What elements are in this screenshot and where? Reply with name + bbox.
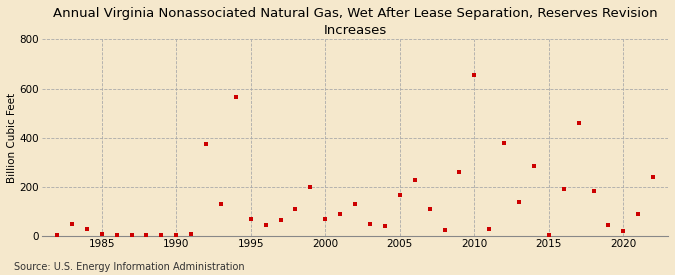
Point bbox=[275, 218, 286, 222]
Point bbox=[320, 217, 331, 221]
Text: Source: U.S. Energy Information Administration: Source: U.S. Energy Information Administ… bbox=[14, 262, 244, 272]
Point bbox=[230, 95, 241, 100]
Point bbox=[409, 177, 420, 182]
Point bbox=[529, 164, 539, 168]
Point bbox=[305, 185, 316, 189]
Point bbox=[215, 202, 226, 206]
Point bbox=[648, 175, 659, 179]
Point bbox=[186, 231, 196, 236]
Point bbox=[603, 223, 614, 227]
Point bbox=[350, 202, 360, 206]
Point bbox=[514, 199, 524, 204]
Point bbox=[290, 207, 301, 211]
Point bbox=[558, 187, 569, 192]
Point bbox=[261, 223, 271, 227]
Y-axis label: Billion Cubic Feet: Billion Cubic Feet bbox=[7, 93, 17, 183]
Point bbox=[439, 228, 450, 232]
Point bbox=[454, 170, 465, 174]
Point bbox=[156, 233, 167, 237]
Point bbox=[394, 193, 405, 198]
Point bbox=[335, 212, 346, 216]
Point bbox=[484, 226, 495, 231]
Point bbox=[141, 233, 152, 237]
Point bbox=[171, 233, 182, 237]
Point bbox=[573, 121, 584, 125]
Point bbox=[67, 222, 78, 226]
Point bbox=[82, 226, 92, 231]
Point bbox=[618, 229, 628, 233]
Point bbox=[126, 233, 137, 237]
Point bbox=[469, 73, 480, 77]
Point bbox=[51, 233, 62, 237]
Point bbox=[543, 233, 554, 237]
Point bbox=[588, 188, 599, 193]
Point bbox=[200, 142, 211, 146]
Point bbox=[379, 224, 390, 229]
Point bbox=[364, 222, 375, 226]
Point bbox=[246, 217, 256, 221]
Point bbox=[97, 231, 107, 236]
Point bbox=[499, 141, 510, 145]
Point bbox=[633, 212, 644, 216]
Title: Annual Virginia Nonassociated Natural Gas, Wet After Lease Separation, Reserves : Annual Virginia Nonassociated Natural Ga… bbox=[53, 7, 657, 37]
Point bbox=[424, 207, 435, 211]
Point bbox=[111, 233, 122, 237]
